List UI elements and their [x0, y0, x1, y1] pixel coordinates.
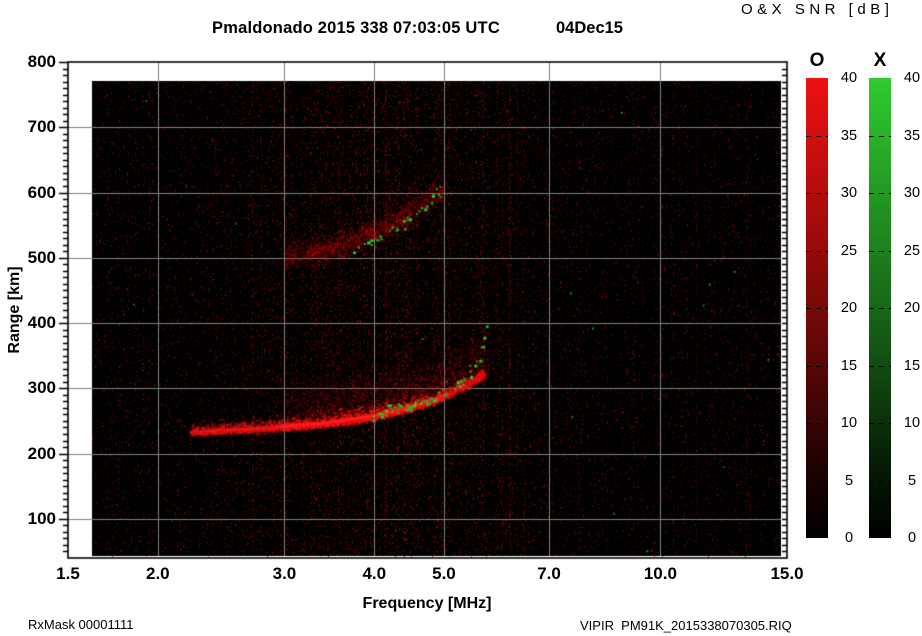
x-axis-label: Frequency [MHz] [362, 595, 492, 612]
colorbar-O-tick-label: 35 [840, 127, 858, 144]
colorbar-O-tick-label: 20 [840, 300, 858, 316]
colorbar-O-tick-mark [806, 250, 828, 252]
colorbar-O-tick-label: 15 [840, 357, 858, 374]
colorbar-X-header: X [873, 50, 887, 71]
colorbar-X-tick-label: 15 [903, 357, 921, 374]
colorbar-X-tick-label: 10 [903, 415, 921, 431]
x-tick-label: 5.0 [432, 564, 456, 583]
colorbar-X-tick-mark [869, 250, 891, 252]
x-tick-label: 4.0 [362, 564, 387, 583]
colorbar-X-tick-mark [869, 193, 891, 194]
y-tick-label: 400 [27, 313, 56, 333]
y-tick-label: 100 [27, 508, 56, 528]
colorbar-X-tick-mark [869, 135, 891, 137]
colorbar-O-tick-mark [806, 193, 828, 194]
colorbar-X-tick-label: 20 [903, 300, 921, 316]
colorbar-O-tick-mark [806, 308, 828, 309]
colorbar-X-tick-label: 35 [903, 127, 921, 144]
colorbar-O-tick-label: 30 [840, 185, 858, 201]
colorbar-O-tick-mark [806, 135, 828, 137]
rx-mask-label: RxMask 00001111 [28, 617, 134, 632]
y-tick-label: 600 [27, 182, 56, 202]
x-tick-label: 10.0 [643, 564, 677, 583]
colorbar-O-tick-label: 25 [840, 242, 858, 259]
colorbar-X-tick-label: 30 [903, 185, 921, 201]
y-axis-label: Range [km] [6, 266, 23, 354]
y-tick-label: 300 [27, 378, 56, 398]
colorbar-X-tick-mark [869, 480, 891, 482]
x-tick-label: 3.0 [272, 564, 297, 583]
colorbar-X-tick-mark [869, 365, 891, 367]
y-tick-label: 800 [27, 52, 56, 71]
file-name-label: VIPIR PM91K_2015338070305.RIQ [580, 618, 792, 633]
x-tick-label: 2.0 [146, 564, 170, 583]
colorbar-X-tick-label: 5 [907, 472, 917, 489]
colorbar-X-tick-mark [869, 308, 891, 309]
colorbar-X-tick-label: 25 [903, 242, 921, 259]
y-tick-label: 200 [27, 443, 56, 463]
y-tick-label: 700 [27, 117, 56, 137]
colorbar-X-tick-mark [869, 423, 891, 424]
colorbar-O-tick-label: 10 [840, 415, 858, 431]
ionogram-canvas [56, 54, 800, 568]
colorbar-O-tick-mark [806, 365, 828, 367]
colorbar-O-tick-label: 40 [840, 70, 858, 86]
plot-title: Pmaldonado 2015 338 07:03:05 UTC [212, 19, 500, 37]
colorbar-O-tick-label: 5 [844, 472, 854, 489]
colorbar-X-tick-label: 0 [907, 530, 917, 546]
x-tick-label: 7.0 [537, 564, 561, 583]
colorbar-O-tick-mark [806, 480, 828, 482]
colorbar-O-tick-label: 0 [844, 530, 854, 546]
colorbar-X-tick-label: 40 [903, 70, 921, 86]
colorbar-O-tick-mark [806, 423, 828, 424]
y-tick-label: 500 [27, 247, 56, 267]
plot-date: 04Dec15 [556, 19, 623, 37]
x-tick-label: 15.0 [770, 564, 804, 583]
colorbar-title: O&X SNR [dB] [741, 1, 894, 18]
x-tick-label: 1.5 [56, 564, 80, 583]
colorbar-O-header: O [809, 50, 825, 71]
